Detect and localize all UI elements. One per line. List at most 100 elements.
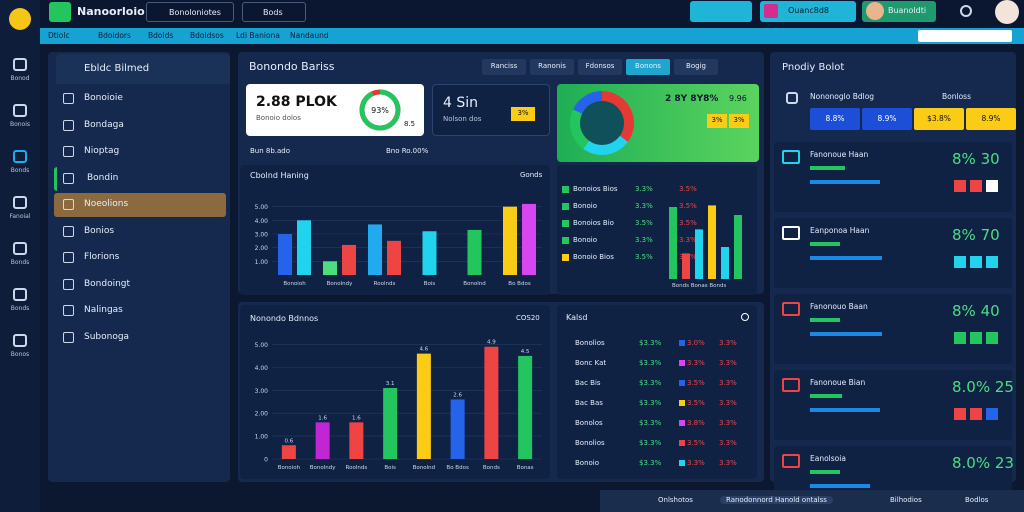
right-head-icon [786, 92, 798, 104]
bar-label: 1.6 [318, 415, 327, 421]
y-tick-label: 5.00 [255, 342, 269, 349]
bar-label: 4.9 [487, 340, 496, 346]
nav-item[interactable]: Bdoldors [98, 31, 131, 40]
right-button[interactable]: 8.9% [862, 108, 912, 130]
table-title: Kalsd [566, 313, 588, 322]
sidebar-item[interactable]: Subonoga [84, 331, 130, 342]
right-head-side: Bonloss [942, 92, 971, 101]
nav-item[interactable]: Ldi Baniona [236, 31, 280, 40]
search-box[interactable] [918, 30, 1012, 42]
table-cell: 3.3% [719, 379, 737, 387]
metric-bar [810, 242, 840, 246]
kpi-card: 2.88 PLOK Bonoio dolos 93% 8.5 [246, 84, 424, 136]
pie-button[interactable]: 3% [707, 114, 727, 128]
main-tab[interactable]: Bonons [626, 59, 670, 75]
x-tick-label: Bonas [517, 465, 534, 471]
metric-bar [810, 394, 842, 398]
sidebar-icon [63, 252, 74, 263]
kpi-value: 2.88 PLOK [256, 94, 337, 110]
pie-button[interactable]: 3% [729, 114, 749, 128]
sidebar-item[interactable]: Bonios [84, 225, 115, 236]
sidebar: Ebldc Bilmed Bonoioie Bondaga Nioptag Bondin… [48, 52, 230, 482]
rail-icon[interactable] [13, 334, 27, 347]
metric-bar [810, 166, 845, 170]
main-tab[interactable]: Ranonis [530, 59, 574, 75]
main-tab[interactable]: Fdonsos [578, 59, 622, 75]
right-button[interactable]: 8.8% [810, 108, 860, 130]
metric-swatch [954, 256, 966, 268]
metric-card: Fanonoue Haan 8% 30 [774, 142, 1012, 212]
sidebar-item[interactable]: Bondaga [84, 119, 124, 130]
sidebar-item[interactable]: Bondoingt [84, 278, 131, 289]
ring-label: 93% [371, 106, 389, 115]
nav-item[interactable]: Bdolds [148, 31, 174, 40]
bar [416, 353, 431, 459]
table-cell: 3.3% [719, 439, 737, 447]
kpi-badge: 3% [511, 107, 535, 121]
profile-avatar[interactable] [995, 0, 1019, 24]
bottom-item[interactable]: Ranodonnord Hanold ontalss [720, 496, 833, 504]
bar [278, 234, 292, 275]
metric-icon [782, 378, 800, 392]
table-cell: Bonoio [575, 459, 600, 467]
sidebar-item[interactable]: Nioptag [84, 146, 120, 156]
dashboard-dropdown[interactable]: Bonoloniotes [146, 2, 234, 22]
metric-swatch [970, 408, 982, 420]
mini-bar [708, 205, 716, 279]
search-icon[interactable] [741, 313, 749, 321]
legend-swatch [562, 254, 569, 261]
metric-name: Fanonoue Haan [810, 150, 869, 159]
chart-panel: Cbolnd Haning Gonds 1.00 2.00 3.00 4.00 5.00 Bo… [240, 165, 550, 295]
nav-item[interactable]: Nandaund [290, 31, 329, 40]
sidebar-icon [63, 119, 74, 131]
table-cell: $3.3% [639, 459, 662, 467]
legend-b: 3.5% [679, 185, 697, 193]
sidebar-title: Ebldc Bilmed [56, 54, 230, 84]
top-tab[interactable]: Bods [242, 2, 306, 22]
nav-item[interactable]: Bdoldsos [190, 31, 224, 40]
bottom-item[interactable]: Onlshotos [658, 496, 693, 504]
rail-icon[interactable] [13, 242, 27, 255]
sidebar-item[interactable]: Nalingas [84, 305, 123, 315]
sidebar-icon [63, 146, 74, 157]
sidebar-item[interactable]: Florions [84, 252, 120, 262]
account-button[interactable]: Ouanc8d8 [760, 1, 856, 22]
mini-bar [734, 215, 742, 279]
legend-name: Bonoio [573, 202, 598, 210]
table-swatch [679, 380, 685, 386]
sidebar-item[interactable]: Bonoioie [84, 93, 123, 103]
table-cell: 3.0% [687, 339, 705, 347]
x-tick-label: Bonolndy [310, 465, 336, 471]
x-tick-label: Bonoioh [278, 465, 301, 471]
bottom-item[interactable]: Bilhodios [890, 496, 922, 504]
refresh-button[interactable] [690, 1, 752, 22]
rail-icon[interactable] [13, 104, 27, 117]
right-button[interactable]: $3.8% [914, 108, 964, 130]
y-tick-label: 1.00 [255, 259, 269, 266]
rail-label: Bonds [10, 259, 30, 266]
filter-left[interactable]: Bun 8b.ado [250, 147, 291, 155]
table-swatch [679, 420, 685, 426]
table-cell: $3.3% [639, 379, 662, 387]
chart-title: Cbolnd Haning [250, 171, 309, 180]
rail-icon[interactable] [13, 288, 27, 301]
mini-bar [721, 247, 729, 279]
metric-icon [782, 454, 800, 468]
main-tab[interactable]: Bogig [674, 59, 718, 75]
nav-item[interactable]: Dtiolc [48, 31, 70, 40]
rail-icon[interactable] [13, 58, 27, 71]
y-tick-label: 4.00 [255, 218, 269, 225]
mini-chart [669, 205, 742, 279]
main-tab[interactable]: Ranciss [482, 59, 526, 75]
legend-a: 3.3% [635, 236, 653, 244]
notification[interactable] [960, 5, 972, 17]
filter-right[interactable]: Bno Ro.00% [386, 147, 429, 155]
right-button[interactable]: 8.9% [966, 108, 1016, 130]
rail-icon[interactable] [13, 196, 27, 209]
bottom-item[interactable]: Bodlos [965, 496, 989, 504]
metric-swatch [986, 180, 998, 192]
sidebar-item[interactable]: Bondin [54, 166, 226, 191]
metric-bar [810, 318, 840, 322]
sidebar-item[interactable]: Noeolions [54, 193, 226, 217]
rail-icon[interactable] [13, 150, 27, 163]
